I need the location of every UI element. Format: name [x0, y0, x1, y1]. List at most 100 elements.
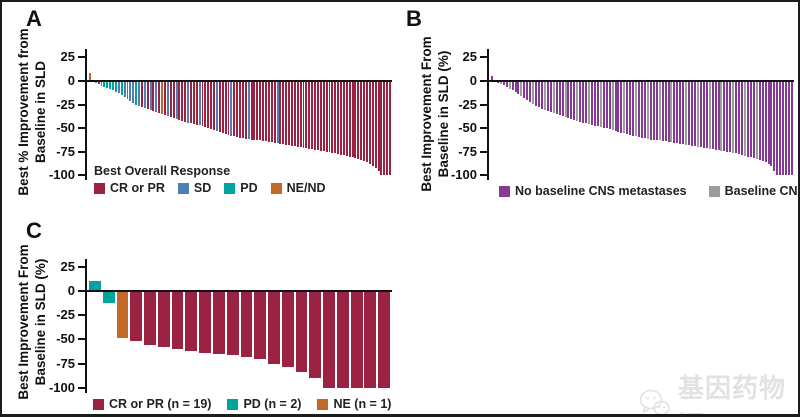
bar — [649, 81, 652, 140]
legend-label: PD (n = 2) — [243, 397, 302, 411]
bar — [585, 81, 588, 124]
bar — [256, 81, 259, 141]
bar — [758, 81, 761, 161]
bar — [175, 81, 178, 119]
legend-label: CR or PR — [110, 181, 165, 195]
watermark-text: 基因药物汇 — [678, 373, 787, 414]
bar — [608, 81, 611, 130]
bar — [561, 81, 564, 116]
bar — [667, 81, 670, 143]
bar — [296, 81, 299, 148]
bar — [364, 291, 377, 388]
bar — [342, 81, 345, 155]
wechat-icon — [638, 386, 672, 414]
bar — [378, 291, 391, 388]
legend-swatch-icon — [499, 185, 510, 197]
bar — [199, 291, 212, 353]
y-tick-mark — [78, 386, 85, 389]
legend-item: PD — [224, 181, 258, 195]
bar — [295, 291, 308, 373]
bar — [602, 81, 605, 129]
bar — [89, 73, 91, 81]
bar — [152, 81, 155, 112]
bar — [169, 81, 172, 117]
bar — [773, 81, 776, 171]
bar — [708, 81, 711, 149]
bar — [389, 81, 392, 176]
bar — [582, 81, 585, 123]
bar — [626, 81, 629, 134]
bar — [221, 81, 224, 133]
bar — [158, 81, 161, 114]
y-tick-label: 25 — [60, 258, 75, 274]
bar — [520, 81, 523, 97]
bar — [230, 81, 233, 136]
bar — [499, 81, 502, 84]
bar — [210, 81, 213, 130]
y-tick-mark — [78, 338, 85, 341]
bar — [112, 81, 115, 91]
legend-item: NE/ND — [270, 181, 326, 195]
bar — [299, 81, 302, 148]
bar — [323, 291, 335, 388]
bar — [155, 81, 158, 113]
bar — [377, 81, 380, 171]
y-tick-mark — [78, 80, 85, 82]
bar — [171, 291, 184, 350]
bar — [157, 291, 170, 348]
y-tick-mark — [480, 150, 487, 153]
bar — [240, 291, 253, 357]
bar — [302, 81, 305, 149]
legend-item: PD (n = 2) — [227, 397, 301, 411]
bar — [357, 81, 360, 160]
bar — [207, 81, 210, 129]
y-tick-mark — [480, 174, 487, 177]
legend-swatch-icon — [177, 182, 189, 194]
bar — [337, 81, 340, 154]
bar — [549, 81, 552, 113]
y-tick-mark — [480, 56, 487, 59]
bar — [705, 81, 708, 149]
bar — [350, 291, 363, 388]
bar — [688, 81, 691, 146]
bar — [129, 81, 132, 101]
bar — [374, 81, 377, 168]
bar — [250, 81, 253, 140]
bar — [535, 81, 538, 106]
legend-label: SD — [193, 181, 212, 195]
bar — [215, 81, 218, 132]
bar — [380, 81, 383, 176]
bar — [720, 81, 723, 151]
y-tick-label: 0 — [469, 73, 477, 88]
legend-item: No baseline CNS metastases — [499, 184, 687, 198]
bar — [138, 81, 140, 107]
bar — [97, 81, 100, 84]
y-axis-line-a — [85, 49, 87, 180]
y-axis-label-line: Best Improvement From — [419, 36, 434, 192]
bar — [279, 81, 282, 145]
bar — [599, 81, 602, 128]
bar — [161, 81, 164, 115]
bar — [643, 81, 646, 138]
bar — [325, 81, 328, 152]
bar — [693, 81, 696, 147]
y-axis-line-c — [85, 259, 87, 393]
bar — [270, 81, 273, 143]
bar — [192, 81, 195, 125]
bar — [267, 81, 270, 143]
bar — [132, 81, 135, 103]
bar — [368, 81, 371, 165]
bar — [386, 81, 389, 176]
bar — [611, 81, 614, 131]
y-tick-label: -75 — [458, 143, 477, 159]
y-tick-mark — [480, 80, 487, 82]
y-tick-mark — [78, 314, 85, 317]
legend-swatch-icon — [227, 398, 239, 410]
legend-label: Baseline CNS metastases — [724, 184, 798, 198]
bar — [541, 81, 543, 110]
bar — [632, 81, 635, 136]
panel-label-a: A — [26, 6, 42, 31]
bar — [717, 81, 720, 150]
bar — [322, 81, 325, 151]
legend-label: NE (n = 1) — [333, 397, 392, 411]
